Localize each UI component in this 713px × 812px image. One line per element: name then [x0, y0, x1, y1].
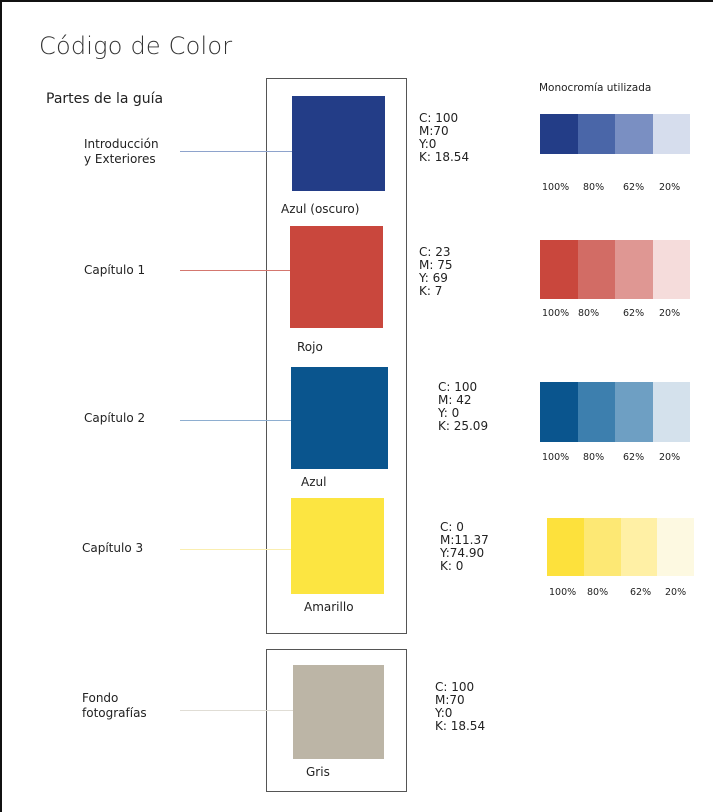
mono-80: [583, 518, 621, 576]
gray-swatch-box: [266, 649, 407, 792]
mono-62: [615, 114, 653, 154]
mono-strip-dark-blue: [540, 114, 690, 154]
main-swatch-box: [266, 78, 407, 634]
guide-parts-heading: Partes de la guía: [46, 91, 164, 107]
mono-62: [615, 240, 653, 299]
mono-80: [577, 114, 615, 154]
connector-line-chapter-2: [180, 420, 291, 422]
connector-line-photo-background: [180, 710, 293, 712]
swatch-name-gray: Gris: [306, 765, 330, 779]
cmyk-values-gray: C: 100 M:70 Y:0 K: 18.54: [435, 680, 486, 733]
section-label-chapter-1: Capítulo 1: [84, 263, 146, 277]
swatch-name-red: Rojo: [297, 340, 323, 354]
cmyk-values-blue: C: 100 M: 42 Y: 0 K: 25.09: [438, 380, 489, 433]
mono-20: [652, 240, 690, 299]
mono-strip-red: [540, 240, 690, 299]
connector-line-chapter-1: [180, 270, 290, 272]
swatch-dark-blue: [292, 96, 385, 191]
swatch-name-dark-blue: Azul (oscuro): [281, 202, 360, 216]
mono-80: [577, 240, 615, 299]
section-label-chapter-2: Capítulo 2: [84, 411, 146, 425]
mono-100: [540, 382, 578, 442]
swatch-red: [290, 226, 383, 328]
page-title: Código de Color: [39, 32, 233, 60]
mono-80: [577, 382, 615, 442]
mono-100: [540, 114, 578, 154]
section-label-chapter-3: Capítulo 3: [82, 541, 144, 555]
monochrome-heading: Monocromía utilizada: [539, 82, 652, 94]
swatch-blue: [291, 367, 388, 469]
connector-line-introduction: [180, 151, 292, 153]
mono-100: [547, 518, 584, 576]
mono-strip-blue: [540, 382, 690, 442]
section-label-introduction: Introducción y Exteriores: [84, 137, 159, 166]
mono-62: [615, 382, 653, 442]
connector-line-chapter-3: [180, 549, 291, 551]
cmyk-values-red: C: 23 M: 75 Y: 69 K: 7: [419, 245, 453, 298]
mono-20: [652, 382, 690, 442]
section-label-photo-background: Fondo fotografías: [82, 691, 147, 720]
mono-62: [620, 518, 658, 576]
swatch-name-blue: Azul: [301, 475, 327, 489]
mono-20: [657, 518, 694, 576]
swatch-name-yellow: Amarillo: [304, 600, 354, 614]
mono-20: [652, 114, 690, 154]
mono-strip-yellow: [547, 518, 694, 576]
swatch-yellow: [291, 498, 384, 594]
swatch-gray: [293, 665, 384, 759]
mono-100: [540, 240, 578, 299]
cmyk-values-yellow: C: 0 M:11.37 Y:74.90 K: 0: [440, 520, 489, 573]
cmyk-values-dark-blue: C: 100 M:70 Y:0 K: 18.54: [419, 111, 470, 164]
